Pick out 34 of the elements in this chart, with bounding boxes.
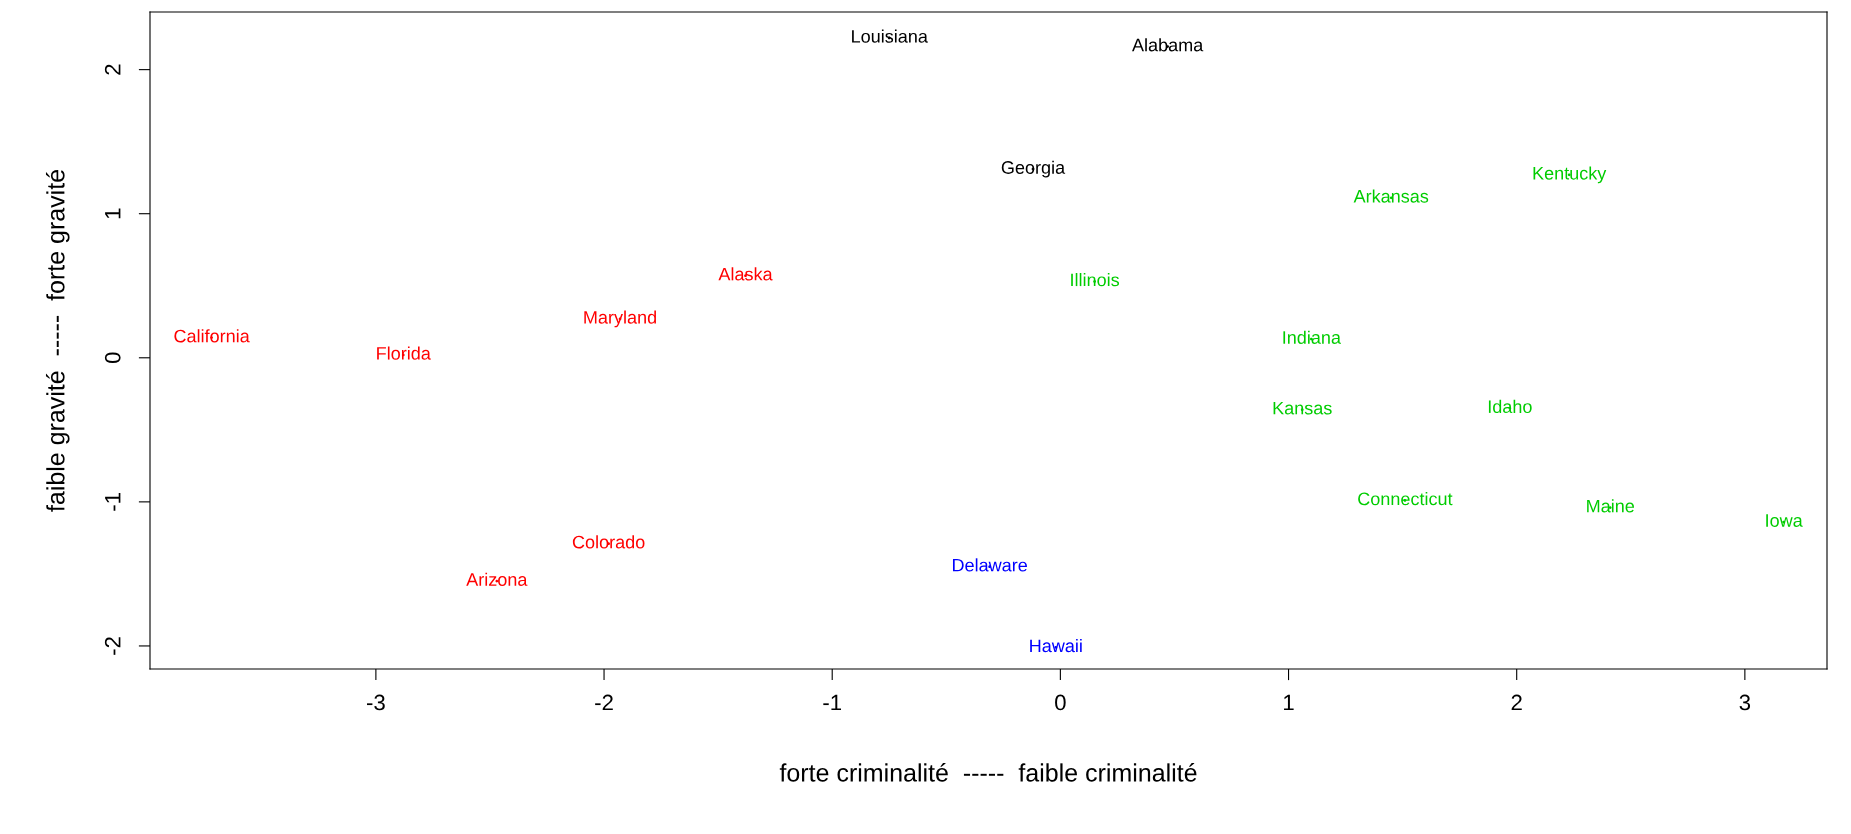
x-tick-label: 3 (1739, 694, 1751, 711)
data-label: Kentucky (1533, 166, 1607, 184)
data-label: Hawaii (1030, 638, 1082, 653)
x-tick-label: 1 (1284, 694, 1294, 711)
data-label: Maine (1587, 499, 1635, 513)
data-label: California (174, 329, 250, 343)
x-tick-label: 2 (1511, 694, 1522, 711)
data-label: Kansas (1273, 401, 1332, 415)
data-label: Arkansas (1353, 189, 1429, 203)
data-label: Illinois (1071, 273, 1120, 287)
data-label: Alaska (718, 267, 773, 281)
y-tick-label: -2 (104, 637, 121, 655)
data-label: Arizona (466, 572, 528, 586)
y-tick-label: 2 (104, 64, 121, 75)
data-label: Maryland (584, 310, 656, 328)
x-tick-label: -1 (823, 694, 841, 711)
data-label: Alabama (1132, 38, 1204, 52)
y-tick-label: 1 (105, 208, 121, 219)
data-label: Iowa (1766, 514, 1803, 527)
y-tick-label: 0 (104, 352, 121, 364)
y-tick-label: -1 (105, 493, 121, 511)
x-axis-title: forte criminalité ----- faible criminalité (779, 763, 1197, 782)
data-label: Georgia (1001, 160, 1066, 178)
x-tick-label: -2 (595, 694, 613, 711)
data-label: Louisiana (852, 29, 928, 43)
x-tick-label: 0 (1055, 694, 1066, 711)
y-axis-title: faible gravité ----- forte gravité (45, 170, 70, 512)
data-label: Idaho (1488, 399, 1532, 414)
x-tick-label: -3 (366, 694, 385, 711)
data-label: Colorado (572, 535, 645, 549)
data-label: Florida (377, 346, 431, 360)
data-label: Delaware (952, 558, 1027, 572)
data-label: Indiana (1283, 330, 1341, 344)
data-label: Connecticut (1358, 492, 1453, 506)
